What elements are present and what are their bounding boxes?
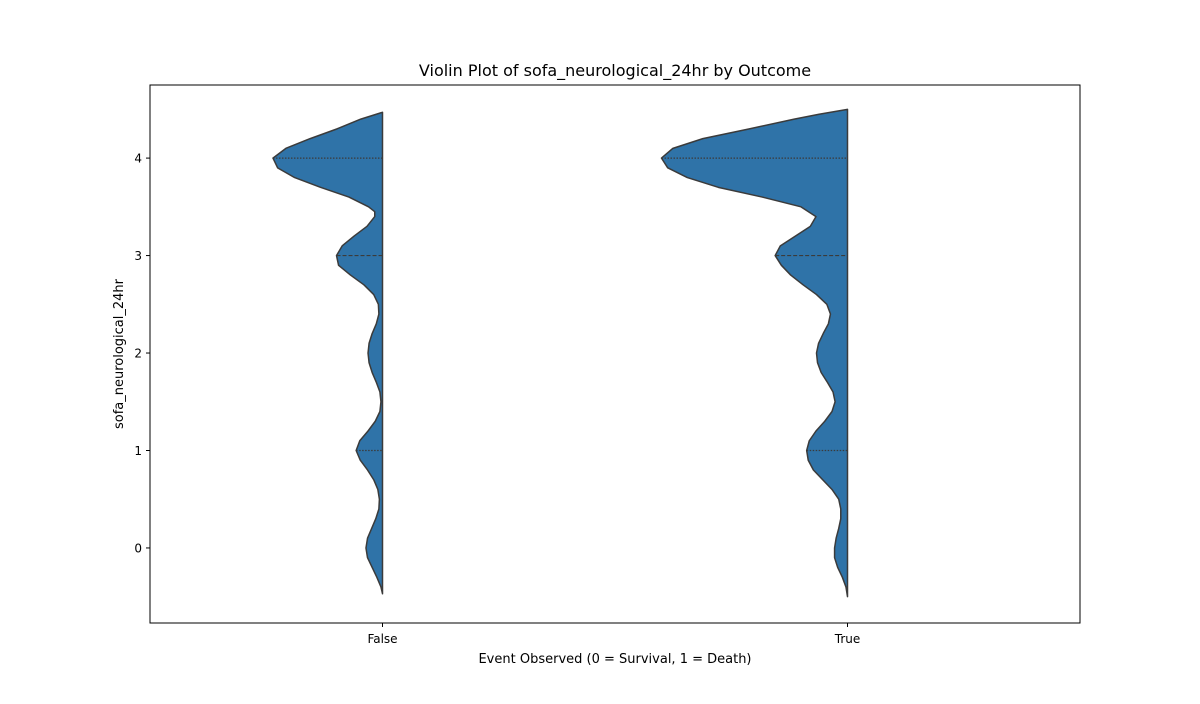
y-tick-label: 2: [134, 347, 142, 361]
x-tick-label-true: True: [834, 632, 861, 646]
y-tick-label: 0: [134, 541, 142, 555]
violins-group: [272, 108, 849, 598]
x-tick-label-false: False: [367, 632, 397, 646]
axes-frame: [149, 84, 1081, 624]
y-axis-label: sofa_neurological_24hr: [112, 278, 127, 429]
y-tick-label: 3: [134, 249, 142, 263]
chart-title: Violin Plot of sofa_neurological_24hr by…: [419, 61, 811, 81]
y-axis-ticks: 0 1 2 3 4: [134, 152, 150, 555]
violin-false: [272, 111, 384, 595]
x-axis-label: Event Observed (0 = Survival, 1 = Death): [478, 652, 751, 667]
y-tick-label: 1: [134, 444, 142, 458]
y-tick-label: 4: [134, 152, 142, 166]
x-axis-ticks: False True: [367, 623, 860, 646]
